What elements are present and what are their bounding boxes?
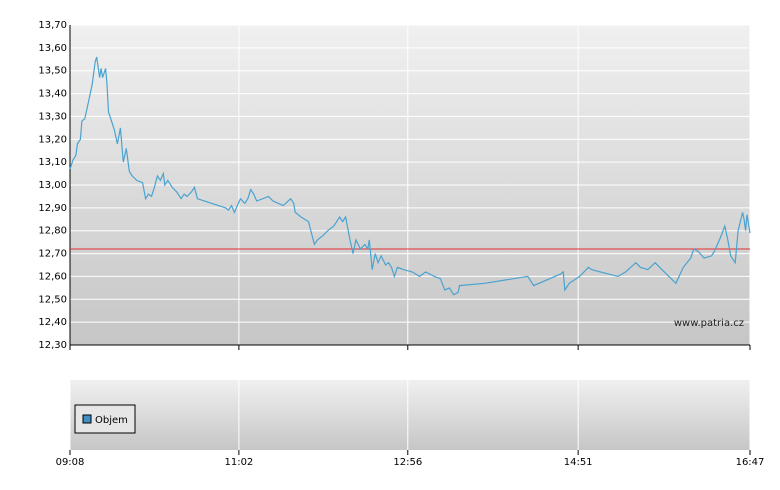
x-tick-label: 09:08 [56,457,85,468]
y-tick-label: 12,90 [38,203,67,214]
x-tick-label: 16:47 [736,457,765,468]
y-tick-label: 13,00 [38,180,67,191]
y-tick-label: 12,80 [38,226,67,237]
y-tick-label: 13,10 [38,157,67,168]
y-tick-label: 12,70 [38,249,67,260]
x-tick-label: 14:51 [564,457,593,468]
x-tick-label: 11:02 [224,457,253,468]
y-tick-label: 12,30 [38,340,67,351]
y-tick-label: 13,70 [38,20,67,31]
y-tick-label: 13,20 [38,134,67,145]
price-line [69,56,751,296]
y-tick-label: 12,40 [38,317,67,328]
legend-swatch [82,414,92,424]
legend-label: Objem [95,415,128,426]
volume-panel [70,380,750,450]
y-tick-label: 13,30 [38,111,67,122]
x-tick-label: 12:56 [393,457,422,468]
y-tick-label: 13,50 [38,66,67,77]
y-tick-label: 12,50 [38,294,67,305]
y-tick-label: 13,40 [38,89,67,100]
watermark: www.patria.cz [674,318,744,329]
y-tick-label: 13,60 [38,43,67,54]
y-tick-label: 12,60 [38,271,67,282]
